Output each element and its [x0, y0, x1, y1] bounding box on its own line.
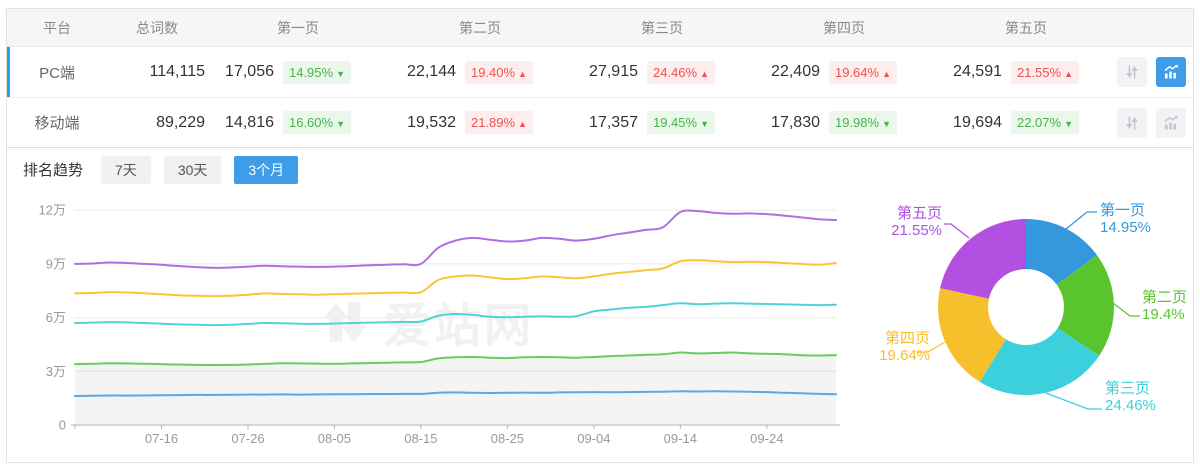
table-row-pc[interactable]: PC端 114,115 17,056 14.95% ▼ 22,144 19.40% ▲ … — [7, 47, 1193, 98]
page5-change-badge: 21.55% ▲ — [1010, 60, 1079, 84]
col-page-5: 第五页 — [1005, 19, 1047, 36]
trend-chart-icon — [1164, 64, 1178, 79]
page4-value: 22,409 — [771, 63, 820, 80]
table-row-mobile[interactable]: 移动端 89,229 14,816 16.60% ▼ 19,532 21.89% ▲ 1… — [7, 98, 1193, 148]
page2-change-badge: 19.40% ▲ — [464, 60, 533, 84]
sort-arrows-icon — [1126, 116, 1138, 129]
page1-value: 14,816 — [225, 113, 274, 131]
col-total-words: 总词数 — [136, 19, 178, 36]
col-page-2: 第二页 — [459, 19, 501, 36]
period-tabs: 7天 30天 3个月 — [101, 155, 299, 184]
tab-3-months[interactable]: 3个月 — [234, 155, 299, 184]
page5-change-badge: 22.07% ▼ — [1010, 111, 1079, 134]
platform-name: PC端 — [39, 64, 75, 82]
page4-change-badge: 19.64% ▲ — [828, 60, 897, 84]
trend-chart-button[interactable] — [1156, 107, 1186, 138]
col-page-1: 第一页 — [277, 19, 319, 36]
page2-value: 22,144 — [407, 63, 456, 80]
sort-arrows-icon — [1126, 65, 1138, 79]
trend-toolbar: 排名趋势 7天 30天 3个月 — [7, 148, 1193, 191]
page2-value: 19,532 — [407, 113, 456, 131]
page3-change-badge: 24.46% ▲ — [646, 60, 715, 84]
col-page-3: 第三页 — [641, 19, 683, 36]
page5-value: 19,694 — [953, 113, 1002, 131]
trend-chart-icon — [1164, 115, 1178, 129]
tab-30-days[interactable]: 30天 — [163, 155, 222, 184]
trend-title: 排名趋势 — [23, 162, 84, 179]
platform-name: 移动端 — [34, 115, 80, 132]
sort-button[interactable] — [1117, 107, 1147, 138]
trend-chart-button[interactable] — [1156, 57, 1186, 87]
page2-change-badge: 21.89% ▲ — [464, 111, 533, 134]
page4-value: 17,830 — [771, 113, 820, 131]
page3-value: 17,357 — [589, 113, 638, 131]
col-platform: 平台 — [43, 19, 71, 36]
table-header: 平台 总词数 第一页 第二页 第三页 第四页 第五页 — [7, 9, 1193, 47]
col-page-4: 第四页 — [823, 19, 865, 36]
page4-change-badge: 19.98% ▼ — [828, 111, 897, 134]
page1-change-badge: 14.95% ▼ — [282, 60, 351, 84]
sort-button[interactable] — [1117, 57, 1147, 87]
page3-change-badge: 19.45% ▼ — [646, 111, 715, 134]
total-words-value: 114,115 — [149, 63, 205, 80]
keyword-rank-card: 平台 总词数 第一页 第二页 第三页 第四页 第五页 PC端 114,115 1… — [6, 8, 1194, 463]
total-words-value: 89,229 — [156, 113, 205, 131]
page1-change-badge: 16.60% ▼ — [282, 111, 351, 134]
page1-value: 17,056 — [225, 63, 274, 80]
page5-value: 24,591 — [953, 63, 1002, 80]
page3-value: 27,915 — [589, 63, 638, 80]
tab-7-days[interactable]: 7天 — [101, 155, 151, 184]
